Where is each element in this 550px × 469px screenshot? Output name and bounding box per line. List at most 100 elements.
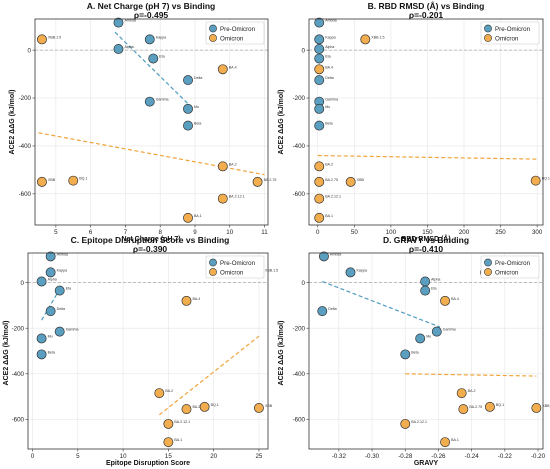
omicron-trend-line	[317, 154, 538, 160]
point-label: Beta	[194, 122, 201, 126]
x-tick-label: 300	[532, 229, 543, 236]
pre-omicron-point	[314, 75, 325, 86]
y-tick-label: -600	[19, 191, 32, 198]
omicron-point	[154, 388, 165, 399]
panel-c-title: C. Epitope Disruption Score vs Binding	[71, 235, 230, 245]
legend-marker-pre-omicron	[484, 24, 492, 33]
pre-omicron-point	[183, 120, 193, 131]
pre-omicron-point	[36, 276, 47, 287]
legend-label-omicron: Omicron	[220, 269, 244, 276]
omicron-point	[314, 193, 325, 204]
plot-area: 0 50 100 150 200 250 300 -600 -400 -200 0 Ambda Kapp…	[293, 17, 550, 236]
plot-background	[35, 19, 268, 225]
omicron-point	[314, 64, 325, 75]
point-label: Gamma	[156, 98, 169, 102]
pre-omicron-point	[314, 120, 325, 131]
point-label: Mu	[194, 105, 199, 109]
pre-omicron-point	[400, 349, 411, 360]
pre-omicron-point	[317, 306, 328, 317]
omicron-point	[531, 403, 542, 413]
omicron-point	[37, 176, 47, 187]
pre-omicron-point	[314, 103, 325, 114]
x-tick-label: 7	[124, 229, 128, 236]
omicron-point	[217, 64, 228, 75]
point-label: BA.2.75	[469, 405, 482, 409]
pre-omicron-point	[183, 103, 193, 114]
y-tick-label: -400	[12, 371, 25, 378]
point-label: BA.2.75	[264, 178, 277, 182]
point-label: Beta	[411, 350, 418, 354]
omicron-point	[440, 295, 451, 306]
panel-a: 5 6 7 8 9 10 11 -600 -400 -200 0 Ambda Kappa Alpha Eta…	[9, 1, 276, 243]
pre-omicron-point	[45, 267, 56, 278]
legend-marker-pre-omicron	[209, 258, 217, 267]
point-label: Gamma	[443, 328, 456, 332]
pre-omicron-point	[314, 53, 325, 64]
point-label: BA.2.75	[192, 405, 205, 409]
pre-omicron-point	[314, 34, 325, 45]
point-label: Mu	[325, 105, 330, 109]
y-tick-label: -600	[293, 191, 306, 198]
x-tick-label: 150	[422, 229, 433, 236]
pre-omicron-point	[54, 285, 65, 296]
pre-omicron-point	[45, 306, 56, 317]
plot-area: -0.32 -0.30 -0.28 -0.26 -0.24 -0.22 -0.20 -600 -…	[293, 251, 550, 460]
pre-omicron-point	[36, 333, 47, 344]
legend-box	[205, 255, 265, 279]
point-label: BQ.1	[211, 403, 219, 407]
panel-d-xlabel: GRAVY	[414, 460, 439, 467]
point-label: BA.2	[325, 162, 333, 166]
panel-b-xlabel: RBD RMSD (Å)	[401, 234, 450, 243]
omicron-point	[314, 161, 325, 172]
plot-frame	[27, 252, 269, 450]
panel-d-title: D. GRAVY vs Binding	[383, 235, 469, 245]
point-label: XBB	[542, 404, 550, 408]
x-tick-label: 8	[158, 229, 162, 236]
omicron-point	[314, 212, 325, 223]
omicron-point	[181, 295, 192, 306]
pre-omicron-point	[54, 326, 65, 337]
panel-a-xlabel: Net Charge (pH 7)	[121, 236, 180, 243]
point-label: BA.2.12.1	[325, 195, 341, 199]
x-tick-label: 10	[120, 453, 127, 460]
y-tick-label: -200	[293, 325, 306, 332]
point-label: Alpha	[48, 277, 57, 281]
point-label: BA.2.12.1	[174, 420, 190, 424]
point-label: BA.4	[229, 65, 237, 69]
point-label: BA.2.75	[325, 178, 338, 182]
panel-a-subtitle: ρ=-0.495	[134, 10, 169, 20]
omicron-point	[440, 437, 451, 448]
omicron-point	[360, 34, 371, 45]
x-tick-label: -0.20	[531, 453, 546, 460]
x-tick-label: 5	[54, 229, 58, 236]
panel-b-title: B. RBD RMSD (Å) vs Binding	[368, 1, 485, 11]
point-label: Ambda	[330, 252, 341, 256]
omicron-point	[217, 193, 228, 204]
pre-omicron-point	[415, 333, 426, 344]
point-label: BA.1	[194, 214, 202, 218]
y-tick-label: -400	[19, 143, 32, 150]
y-tick-label: 0	[302, 280, 306, 287]
point-label: XBB.1.5	[371, 35, 384, 39]
y-tick-label: 0	[21, 280, 25, 287]
y-tick-label: -200	[19, 95, 32, 102]
y-tick-label: -600	[293, 417, 306, 424]
omicron-point	[458, 404, 469, 415]
point-label: BA.2.12.1	[229, 195, 245, 199]
legend-box	[480, 255, 540, 279]
omicron-point	[217, 161, 228, 172]
x-tick-label: -0.28	[398, 453, 413, 460]
pre-omicron-trend-line	[114, 31, 194, 110]
panel-d-ylabel: ACE2 ΔΔG (kJ/mol)	[278, 321, 285, 386]
pre-omicron-point	[144, 96, 155, 107]
point-label: Eta	[431, 287, 436, 291]
pre-omicron-point	[45, 251, 56, 262]
omicron-point	[163, 437, 174, 448]
panel-a-title: A. Net Charge (pH 7) vs Binding	[87, 1, 215, 11]
pre-omicron-trend-line	[322, 280, 441, 328]
omicron-point	[181, 404, 192, 415]
point-label: Eta	[66, 287, 71, 291]
x-tick-label: 0	[316, 229, 320, 236]
plot-background	[28, 253, 268, 449]
